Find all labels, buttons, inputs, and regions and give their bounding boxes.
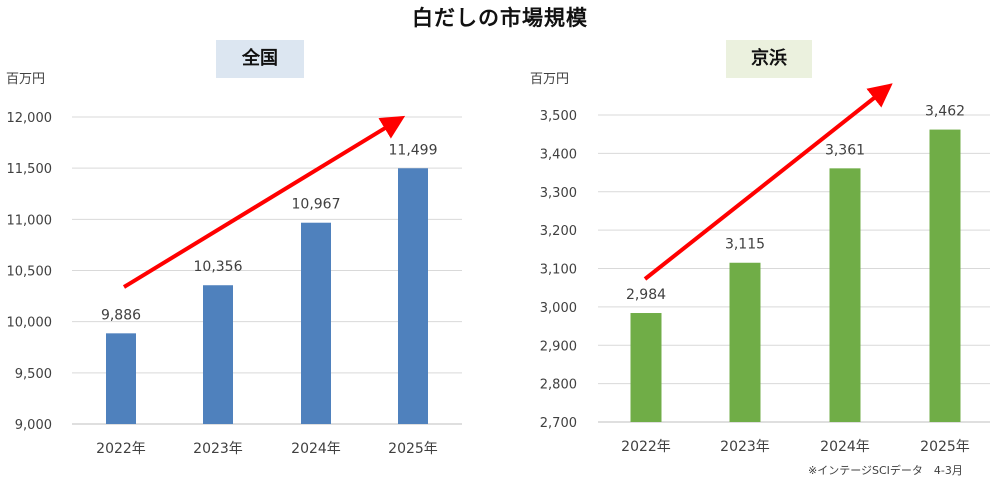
chart-title-national: 全国 [216, 40, 304, 78]
y-tick-label: 2,700 [540, 416, 577, 431]
source-note: ※インテージSCIデータ 4-3月 [808, 464, 963, 477]
bar [729, 262, 761, 422]
bar [301, 222, 331, 424]
y-tick-label: 9,000 [15, 418, 52, 433]
x-category-label: 2024年 [820, 439, 870, 455]
page-title: 白だしの市場規模 [412, 6, 588, 30]
data-label: 9,886 [101, 307, 141, 323]
bar [203, 285, 233, 424]
y-tick-label: 3,300 [540, 186, 577, 201]
x-category-label: 2024年 [291, 441, 341, 457]
x-category-label: 2023年 [720, 439, 770, 455]
trend-arrow [122, 115, 406, 289]
y-tick-label: 3,400 [540, 147, 577, 162]
chart-national: 9,000 9,500 10,000 10,500 11,000 11,500 12,000… [7, 111, 462, 457]
y-tick-label: 12,000 [7, 111, 53, 126]
y-tick-label: 3,000 [540, 301, 577, 316]
data-label: 3,462 [925, 104, 965, 120]
y-tick-label: 11,500 [7, 162, 53, 177]
bar [398, 168, 428, 424]
x-category-label: 2023年 [193, 441, 243, 457]
bar [929, 129, 961, 422]
y-tick-label: 11,000 [7, 213, 53, 228]
x-category-label: 2022年 [96, 441, 146, 457]
data-label: 11,499 [389, 142, 438, 158]
data-label: 3,115 [725, 237, 765, 253]
x-category-label: 2025年 [920, 439, 970, 455]
data-label: 10,967 [292, 197, 341, 213]
y-tick-label: 3,100 [540, 263, 577, 278]
bar [829, 168, 861, 422]
bar [106, 333, 136, 424]
x-category-label: 2025年 [388, 441, 438, 457]
y-tick-label: 9,500 [15, 367, 52, 382]
chart-keihin: 2,700 2,800 2,900 3,000 3,100 3,200 3,300 3,400… [540, 83, 990, 455]
trend-arrow [643, 83, 893, 281]
chart-title-keihin: 京浜 [726, 40, 812, 78]
y-tick-label: 3,200 [540, 224, 577, 239]
x-category-label: 2022年 [621, 439, 671, 455]
bar [630, 313, 662, 422]
y-tick-label: 2,800 [540, 378, 577, 393]
y-tick-label: 3,500 [540, 109, 577, 124]
data-label: 2,984 [626, 287, 666, 303]
y-tick-label: 10,500 [7, 265, 53, 280]
data-label: 3,361 [825, 142, 865, 158]
y-tick-label: 2,900 [540, 339, 577, 354]
data-label: 10,356 [194, 259, 243, 275]
y-unit-label-keihin: 百万円 [530, 72, 570, 87]
y-tick-label: 10,000 [7, 316, 53, 331]
y-unit-label-national: 百万円 [6, 72, 46, 87]
